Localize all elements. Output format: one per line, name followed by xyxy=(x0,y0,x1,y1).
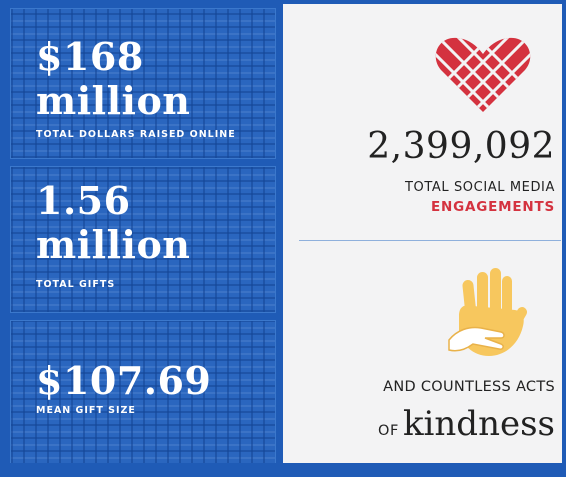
heart-icon xyxy=(435,37,531,112)
highlights-panel: 2,399,092 TOTAL SOCIAL MEDIA ENGAGEMENTS… xyxy=(283,4,562,463)
engagements-label-highlight: ENGAGEMENTS xyxy=(430,199,555,215)
stats-panel: $168 million TOTAL DOLLARS RAISED ONLINE… xyxy=(0,0,283,477)
kindness-line: OF kindness xyxy=(378,404,555,444)
stat-dollars-raised: $168 million TOTAL DOLLARS RAISED ONLINE xyxy=(10,8,276,159)
engagements-count: 2,399,092 xyxy=(367,126,555,167)
engagements-label: TOTAL SOCIAL MEDIA xyxy=(404,180,555,195)
kindness-prefix: OF xyxy=(377,423,399,439)
stat-total-gifts: 1.56 million TOTAL GIFTS xyxy=(10,166,276,313)
stat-mean-gift: $107.69 MEAN GIFT SIZE xyxy=(10,320,276,466)
stat-gifts-label: TOTAL GIFTS xyxy=(36,279,116,290)
stat-dollars-label: TOTAL DOLLARS RAISED ONLINE xyxy=(36,129,236,140)
stat-dollars-value: $168 million xyxy=(36,34,191,123)
stat-mean-label: MEAN GIFT SIZE xyxy=(36,405,136,416)
stat-mean-value: $107.69 xyxy=(36,358,212,403)
divider xyxy=(299,240,561,241)
helping-hand-icon xyxy=(448,268,527,356)
kindness-heading: AND COUNTLESS ACTS xyxy=(383,379,555,395)
kindness-word: kindness xyxy=(402,404,555,444)
stat-gifts-value: 1.56 million xyxy=(36,178,191,267)
